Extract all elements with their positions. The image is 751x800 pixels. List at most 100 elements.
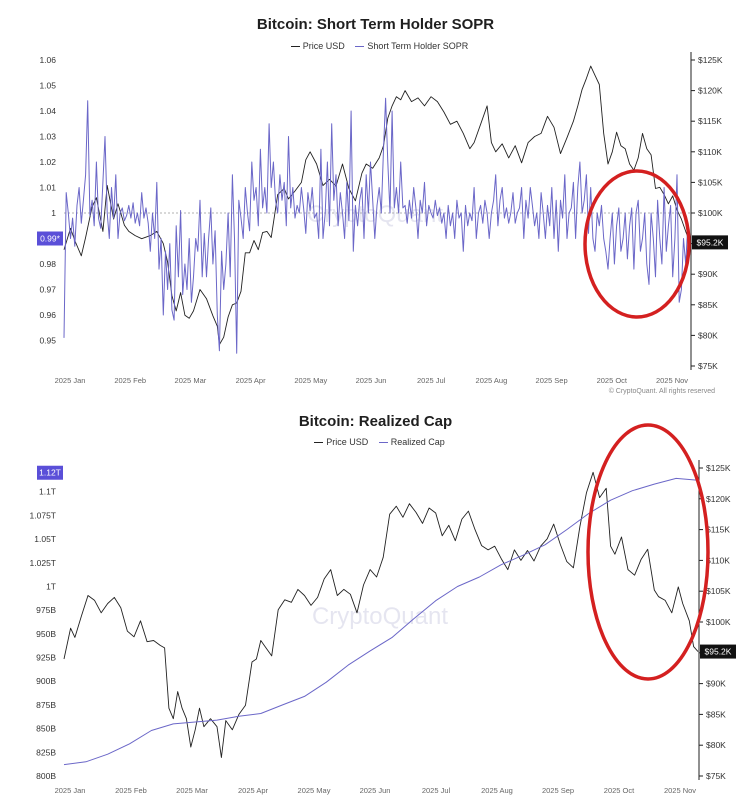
y-right-tick-label: $115K xyxy=(706,525,730,535)
y-right-tick-label: $85K xyxy=(706,709,726,719)
x-tick-label: 2025 Aug xyxy=(476,376,508,385)
x-tick-label: 2025 Mar xyxy=(176,786,208,795)
x-tick-label: 2025 Feb xyxy=(114,376,146,385)
x-tick-label: 2025 Jun xyxy=(360,786,391,795)
x-tick-label: 2025 Feb xyxy=(115,786,147,795)
y-right-tick-label: $105K xyxy=(698,177,723,187)
y-left-tick-label: 0.95 xyxy=(39,336,56,346)
highlight-circle xyxy=(586,423,710,681)
y-left-tick-label: 0.98 xyxy=(39,259,56,269)
y-left-tick-label: 975B xyxy=(36,605,56,615)
x-tick-label: 2025 Jul xyxy=(417,376,446,385)
current-left-value: 0.99* xyxy=(40,234,61,244)
x-tick-label: 2025 Nov xyxy=(664,786,696,795)
y-right-tick-label: $90K xyxy=(698,269,718,279)
y-left-tick-label: 1.1T xyxy=(39,487,56,497)
y-right-tick-label: $110K xyxy=(706,555,730,565)
x-tick-label: 2025 May xyxy=(298,786,331,795)
current-left-badge: 1.12T xyxy=(37,465,63,480)
x-tick-label: 2025 Jan xyxy=(55,786,86,795)
current-price-badge: $95.2K xyxy=(692,235,728,250)
series-line-metric xyxy=(63,97,691,354)
x-tick-label: 2025 Mar xyxy=(175,376,207,385)
y-left-tick-label: 1.03 xyxy=(39,132,56,142)
chart-legend: Price USD Realized Cap xyxy=(0,437,751,447)
x-tick-label: 2025 Oct xyxy=(597,376,628,385)
x-tick-label: 2025 Nov xyxy=(656,376,688,385)
y-right-tick-label: $80K xyxy=(698,330,718,340)
chart-legend: Price USD Short Term Holder SOPR xyxy=(0,41,751,51)
current-price-value: $95.2K xyxy=(705,647,732,657)
watermark-text: CryptoQuant xyxy=(312,603,448,630)
legend-price: Price USD xyxy=(302,41,345,51)
legend-price: Price USD xyxy=(326,437,369,447)
y-left-tick-label: 0.97 xyxy=(39,285,56,295)
y-left-tick-label: 1.05T xyxy=(34,534,56,544)
current-price-value: $95.2K xyxy=(697,237,724,247)
y-right-tick-label: $115K xyxy=(698,116,722,126)
y-right-tick-label: $105K xyxy=(706,586,731,596)
y-right-tick-label: $100K xyxy=(706,617,731,627)
y-left-tick-label: 825B xyxy=(36,747,56,757)
current-price-badge: $95.2K xyxy=(700,644,736,659)
y-left-tick-label: 1.06 xyxy=(39,55,56,65)
x-tick-label: 2025 Aug xyxy=(481,786,513,795)
y-right-tick-label: $125K xyxy=(706,463,731,473)
y-left-tick-label: 1.025T xyxy=(30,558,56,568)
y-right-tick-label: $90K xyxy=(706,679,726,689)
copyright-text: © CryptoQuant. All rights reserved xyxy=(609,387,715,395)
sopr-chart-panel: Bitcoin: Short Term Holder SOPR Price US… xyxy=(0,16,751,395)
current-left-badge: 0.99* xyxy=(37,231,63,246)
x-tick-label: 2025 Sep xyxy=(536,376,568,385)
y-left-tick-label: 1 xyxy=(51,208,56,218)
x-tick-label: 2025 Apr xyxy=(238,786,269,795)
y-left-tick-label: 800B xyxy=(36,771,56,781)
y-right-tick-label: $75K xyxy=(698,361,718,371)
y-right-tick-label: $120K xyxy=(698,86,723,96)
realized-cap-chart: CryptoQuant 1.1T 1.075T 1.05T 1.025T 1T 975B 95… xyxy=(30,423,736,795)
legend-swatch-price xyxy=(314,442,324,444)
badge-bg xyxy=(700,644,736,659)
y-left-tick-label: 850B xyxy=(36,724,56,734)
x-tick-label: 2025 Oct xyxy=(604,786,635,795)
chart-title: Bitcoin: Short Term Holder SOPR xyxy=(256,16,495,33)
y-left-tick-label: 1T xyxy=(46,581,56,591)
chart-title: Bitcoin: Realized Cap xyxy=(298,413,453,430)
legend-swatch-metric xyxy=(355,46,365,48)
y-right-tick-label: $80K xyxy=(706,740,726,750)
y-left-tick-label: 900B xyxy=(36,676,56,686)
highlight-circle xyxy=(583,169,691,319)
y-right-tick-label: $125K xyxy=(698,55,723,65)
realized-cap-chart-panel: Bitcoin: Realized Cap Price USD Realized… xyxy=(0,400,751,800)
y-left-tick-label: 1.01 xyxy=(39,183,56,193)
badge-bg xyxy=(37,465,63,480)
y-right-tick-label: $75K xyxy=(706,771,726,781)
y-left-tick-label: 1.075T xyxy=(30,510,56,520)
x-tick-label: 2025 Jul xyxy=(422,786,451,795)
x-tick-label: 2025 May xyxy=(294,376,327,385)
y-left-tick-label: 925B xyxy=(36,653,56,663)
y-left-tick-label: 1.02 xyxy=(39,157,56,167)
y-left-tick-label: 1.05 xyxy=(39,81,56,91)
legend-swatch-price xyxy=(290,46,300,48)
legend-swatch-metric xyxy=(378,442,388,444)
y-left-tick-label: 0.96 xyxy=(39,310,56,320)
x-tick-label: 2025 Jan xyxy=(55,376,86,385)
y-right-tick-label: $110K xyxy=(698,147,722,157)
y-right-tick-label: $120K xyxy=(706,494,731,504)
y-right-tick-label: $85K xyxy=(698,300,718,310)
legend-metric: Short Term Holder SOPR xyxy=(367,41,469,51)
x-tick-label: 2025 Jun xyxy=(356,376,387,385)
badge-bg xyxy=(37,231,63,246)
y-left-tick-label: 950B xyxy=(36,629,56,639)
x-tick-label: 2025 Apr xyxy=(236,376,267,385)
current-left-value: 1.12T xyxy=(39,468,61,478)
sopr-chart: CryptoQuant1.061.051.041.031.021.0110.99… xyxy=(37,52,728,395)
legend-metric: Realized Cap xyxy=(390,437,445,447)
x-tick-label: 2025 Sep xyxy=(542,786,574,795)
y-left-tick-label: 875B xyxy=(36,700,56,710)
badge-bg xyxy=(692,235,728,250)
y-right-tick-label: $100K xyxy=(698,208,723,218)
series-line-price xyxy=(63,65,691,346)
y-left-tick-label: 1.04 xyxy=(39,106,56,116)
